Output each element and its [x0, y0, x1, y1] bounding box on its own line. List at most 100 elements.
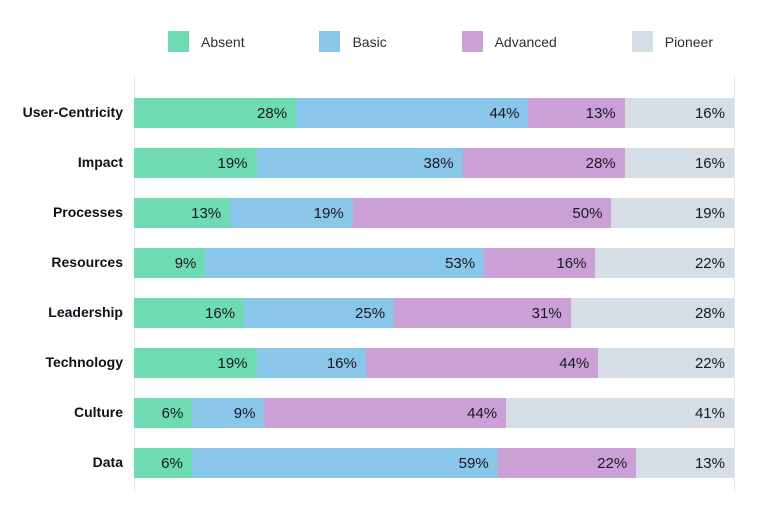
value-label: 13% [191, 204, 222, 222]
bar-segment-basic: 19% [230, 198, 353, 228]
value-label: 16% [694, 154, 725, 172]
chart-row: Processes 13% 19% 50% 19% [0, 188, 734, 238]
value-label: 16% [556, 254, 587, 272]
category-label: Data [92, 454, 123, 471]
bar-segment-advanced: 28% [462, 148, 625, 178]
plot-left-edge-line [134, 75, 135, 492]
legend-swatch-icon [461, 31, 483, 52]
bar-segment-pioneer: 22% [598, 348, 734, 378]
value-label: 41% [694, 404, 725, 422]
value-label: 50% [572, 204, 603, 222]
value-label: 19% [217, 154, 248, 172]
category-label: Technology [45, 354, 123, 371]
legend-swatch-icon [631, 31, 653, 52]
legend-item-pioneer: Pioneer [631, 31, 713, 52]
legend-item-basic: Basic [319, 31, 387, 52]
value-label: 22% [694, 254, 725, 272]
bar-segment-absent: 6% [134, 448, 192, 478]
bar-segment-advanced: 44% [264, 398, 507, 428]
plot-right-edge-line [734, 75, 735, 492]
legend-swatch-icon [319, 31, 341, 52]
bar-segment-pioneer: 16% [624, 148, 734, 178]
bar-segment-basic: 25% [244, 298, 395, 328]
category-label: Culture [74, 404, 123, 421]
value-label: 38% [423, 154, 454, 172]
bar-segment-absent: 28% [134, 98, 297, 128]
value-label: 9% [233, 404, 256, 422]
bar-segment-advanced: 22% [497, 448, 637, 478]
category-label: Processes [52, 204, 123, 221]
category-label: Impact [77, 154, 123, 171]
chart-row: Impact 19% 38% 28% 16% [0, 138, 734, 188]
chart-row: Technology 19% 16% 44% 22% [0, 338, 734, 388]
legend-label: Basic [352, 33, 387, 50]
bar-segment-pioneer: 41% [506, 398, 734, 428]
bar-segment-basic: 16% [256, 348, 366, 378]
value-label: 19% [217, 354, 248, 372]
value-label: 44% [489, 104, 520, 122]
bar-segment-advanced: 16% [484, 248, 596, 278]
bar-segment-basic: 59% [191, 448, 498, 478]
category-label: Resources [51, 254, 123, 271]
value-label: 59% [458, 454, 489, 472]
bar-segment-absent: 19% [134, 348, 257, 378]
value-label: 13% [694, 454, 725, 472]
chart-rows: User-Centricity 28% 44% 13% 16% Impact 19% 38% 2… [0, 88, 734, 488]
bar-track: 9% 53% 16% 22% [134, 248, 734, 278]
value-label: 44% [467, 404, 498, 422]
value-label: 16% [694, 104, 725, 122]
bar-segment-basic: 38% [256, 148, 463, 178]
bar-track: 28% 44% 13% 16% [134, 98, 734, 128]
value-label: 6% [161, 404, 184, 422]
legend-item-absent: Absent [168, 31, 245, 52]
value-label: 16% [326, 354, 357, 372]
bar-segment-absent: 16% [134, 298, 245, 328]
bar-segment-basic: 44% [296, 98, 529, 128]
value-label: 22% [597, 454, 628, 472]
value-label: 31% [531, 304, 562, 322]
bar-track: 16% 25% 31% 28% [134, 298, 734, 328]
bar-segment-advanced: 13% [528, 98, 625, 128]
chart-row: User-Centricity 28% 44% 13% 16% [0, 88, 734, 138]
bar-segment-absent: 13% [134, 198, 231, 228]
value-label: 53% [445, 254, 476, 272]
legend-item-advanced: Advanced [461, 31, 557, 52]
value-label: 16% [205, 304, 236, 322]
bar-segment-pioneer: 16% [624, 98, 734, 128]
category-label: User-Centricity [22, 104, 123, 121]
category-label: Leadership [48, 304, 123, 321]
bar-segment-absent: 6% [134, 398, 193, 428]
bar-segment-absent: 9% [134, 248, 206, 278]
chart-row: Leadership 16% 25% 31% 28% [0, 288, 734, 338]
bar-segment-advanced: 31% [394, 298, 571, 328]
bar-track: 19% 38% 28% 16% [134, 148, 734, 178]
bar-track: 6% 59% 22% 13% [134, 448, 734, 478]
bar-segment-advanced: 44% [365, 348, 599, 378]
chart-row: Data 6% 59% 22% 13% [0, 438, 734, 488]
bar-segment-pioneer: 22% [595, 248, 734, 278]
value-label: 9% [174, 254, 197, 272]
bar-segment-pioneer: 28% [570, 298, 734, 328]
bar-segment-absent: 19% [134, 148, 257, 178]
bar-track: 6% 9% 44% 41% [134, 398, 734, 428]
bar-segment-pioneer: 13% [636, 448, 734, 478]
legend-label: Pioneer [664, 33, 713, 50]
legend: Absent Basic Advanced Pioneer [168, 31, 713, 52]
value-label: 28% [585, 154, 616, 172]
value-label: 19% [313, 204, 344, 222]
legend-label: Advanced [494, 33, 557, 50]
value-label: 44% [559, 354, 590, 372]
value-label: 28% [257, 104, 288, 122]
bar-segment-advanced: 50% [352, 198, 612, 228]
value-label: 22% [694, 354, 725, 372]
bar-track: 19% 16% 44% 22% [134, 348, 734, 378]
chart-row: Resources 9% 53% 16% 22% [0, 238, 734, 288]
value-label: 28% [694, 304, 725, 322]
bar-segment-basic: 9% [192, 398, 265, 428]
value-label: 19% [694, 204, 725, 222]
legend-label: Absent [201, 33, 245, 50]
legend-swatch-icon [168, 31, 189, 52]
value-label: 13% [585, 104, 616, 122]
value-label: 25% [355, 304, 386, 322]
